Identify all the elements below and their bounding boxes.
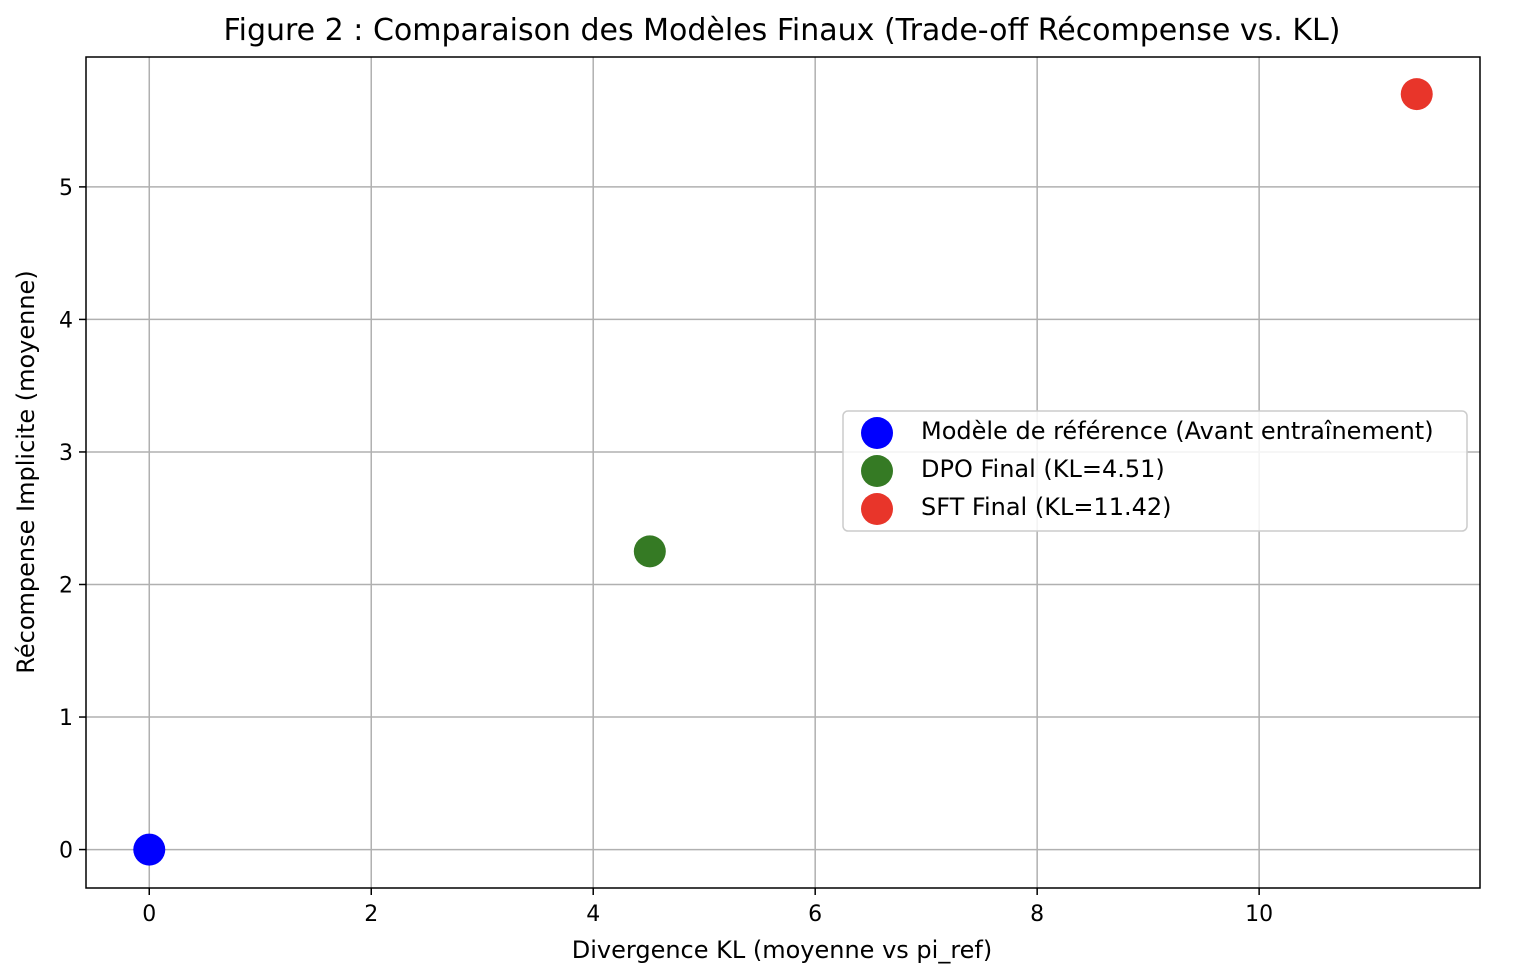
scatter-point [1400,78,1433,111]
legend-box [842,410,1468,532]
legend: Modèle de référence (Avant entraînement)… [842,410,1468,532]
chart-title: Figure 2 : Comparaison des Modèles Finau… [224,13,1341,48]
scatter-point [633,535,666,568]
axis-ticks: 0 2 4 6 8 10 0 1 2 3 4 5 [59,176,1273,927]
plot-area-frame [85,56,1481,889]
x-tick-label: 4 [586,902,600,927]
legend-label: Modèle de référence (Avant entraînement) [921,417,1434,445]
scatter-point [133,833,166,866]
y-axis-label: Récompense Implicite (moyenne) [12,270,40,673]
y-tick-label: 1 [59,706,73,731]
x-axis-label: Divergence KL (moyenne vs pi_ref) [572,936,992,964]
legend-marker [861,493,893,525]
data-points [133,78,1433,866]
legend-label: DPO Final (KL=4.51) [921,455,1165,483]
legend-marker [861,455,893,487]
y-tick-label: 2 [59,573,73,598]
x-tick-label: 10 [1245,902,1273,927]
x-tick-label: 0 [142,902,156,927]
x-tick-label: 8 [1030,902,1044,927]
y-tick-label: 5 [59,176,73,201]
legend-marker [861,417,893,449]
x-tick-label: 6 [808,902,822,927]
y-tick-label: 0 [59,839,73,864]
x-tick-label: 2 [364,902,378,927]
legend-label: SFT Final (KL=11.42) [921,493,1172,521]
y-tick-label: 3 [59,441,73,466]
y-tick-label: 4 [59,308,73,333]
